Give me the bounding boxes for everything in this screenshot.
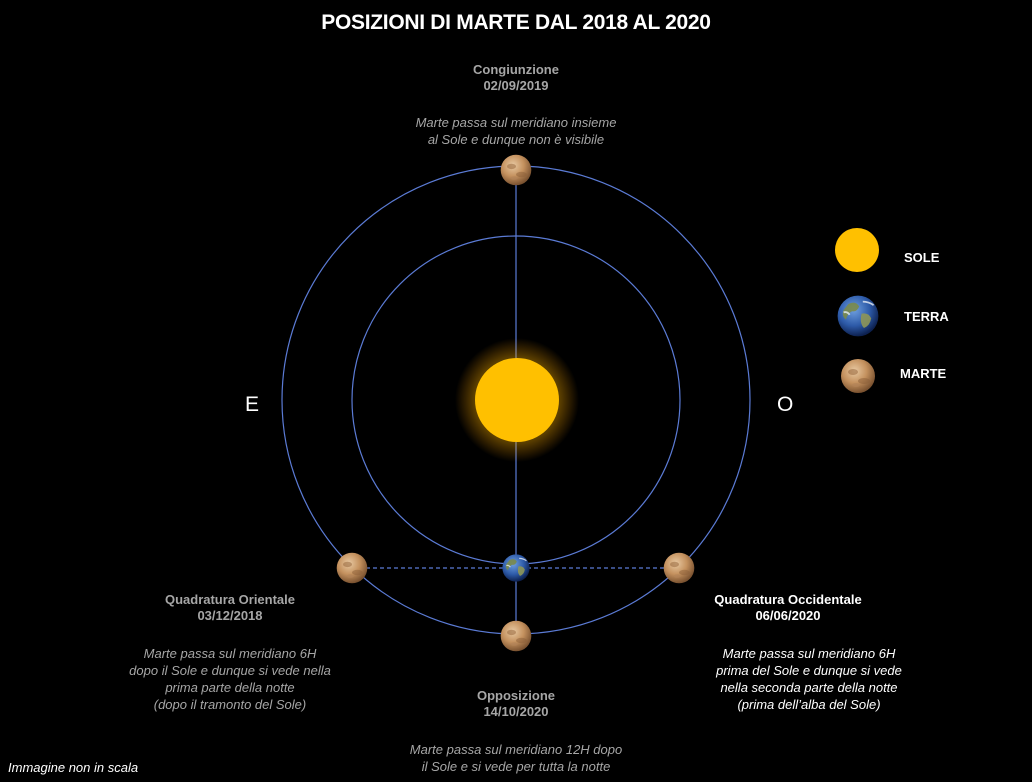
earth [501, 553, 531, 583]
quadratura-occidentale-label: Quadratura Occidentale 06/06/2020 [693, 592, 883, 624]
legend-sun-icon [835, 228, 879, 272]
mars-congiunzione [500, 154, 532, 186]
legend-earth-label: TERRA [904, 309, 949, 324]
sun [475, 358, 559, 442]
quadratura-orientale-desc: Marte passa sul meridiano 6H dopo il Sol… [100, 645, 360, 713]
quadratura-orientale-desc-line: dopo il Sole e dunque si vede nella [129, 663, 331, 678]
opposizione-desc: Marte passa sul meridiano 12H dopo il So… [376, 741, 656, 775]
quadratura-occidentale-desc-line: prima del Sole e dunque si vede [716, 663, 902, 678]
congiunzione-desc-line: Marte passa sul meridiano insieme [415, 115, 617, 130]
quadratura-orientale-desc-line: (dopo il tramonto del Sole) [153, 697, 307, 712]
congiunzione-date: 02/09/2019 [483, 78, 549, 93]
mars-quadratura-occidentale [663, 552, 695, 584]
congiunzione-label: Congiunzione 02/09/2019 [416, 62, 616, 94]
legend-mars-label: MARTE [900, 366, 947, 381]
quadratura-occidentale-desc-line: Marte passa sul meridiano 6H [722, 646, 896, 661]
legend-mars-icon [841, 359, 875, 393]
quadratura-orientale-date: 03/12/2018 [197, 608, 263, 623]
mars-quadratura-orientale [336, 552, 368, 584]
opposizione-name: Opposizione [477, 688, 555, 703]
page-title: POSIZIONI DI MARTE DAL 2018 AL 2020 [321, 11, 711, 34]
congiunzione-desc: Marte passa sul meridiano insieme al Sol… [386, 114, 646, 148]
opposizione-desc-line: Marte passa sul meridiano 12H dopo [409, 742, 623, 757]
quadratura-occidentale-desc: Marte passa sul meridiano 6H prima del S… [684, 645, 934, 713]
opposizione-label: Opposizione 14/10/2020 [416, 688, 616, 720]
opposizione-desc-line: il Sole e si vede per tutta la notte [421, 759, 611, 774]
quadratura-occidentale-name: Quadratura Occidentale [714, 592, 862, 607]
quadratura-occidentale-desc-line: nella seconda parte della notte [720, 680, 898, 695]
quadratura-orientale-desc-line: prima parte della notte [165, 680, 295, 695]
east-label: E [245, 393, 260, 416]
quadratura-orientale-name: Quadratura Orientale [164, 592, 296, 607]
legend-earth-icon [836, 294, 880, 338]
opposizione-date: 14/10/2020 [483, 704, 549, 719]
quadratura-orientale-label: Quadratura Orientale 03/12/2018 [130, 592, 330, 624]
quadratura-orientale-desc-line: Marte passa sul meridiano 6H [143, 646, 317, 661]
quadratura-occidentale-desc-line: (prima dell’alba del Sole) [737, 697, 881, 712]
congiunzione-name: Congiunzione [473, 62, 559, 77]
quadratura-occidentale-date: 06/06/2020 [755, 608, 821, 623]
mars-opposizione [500, 620, 532, 652]
scale-note: Immagine non in scala [8, 760, 139, 775]
legend-sun-label: SOLE [904, 250, 940, 265]
congiunzione-desc-line: al Sole e dunque non è visibile [427, 132, 605, 147]
west-label: O [777, 393, 794, 416]
